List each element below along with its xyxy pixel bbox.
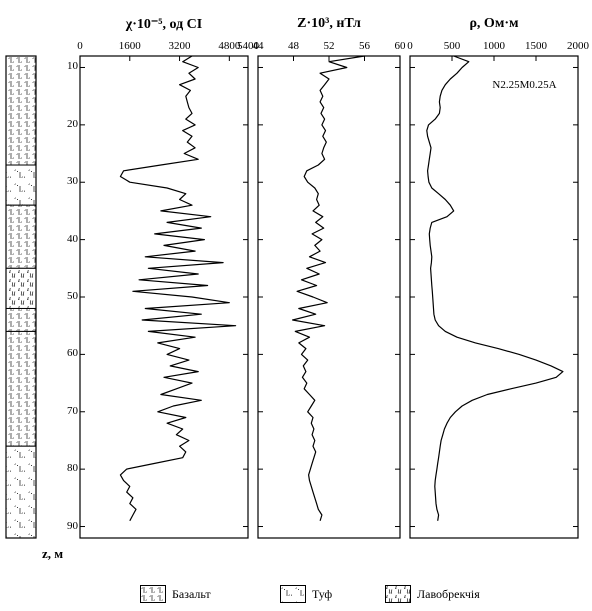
sonde-annotation: N2.25M0.25A xyxy=(492,79,556,91)
log-curve-z xyxy=(293,56,365,521)
x-tick-label: 52 xyxy=(311,40,347,52)
panel-title-rho: ρ, Ом·м xyxy=(439,16,549,32)
litho-layer xyxy=(6,331,36,446)
panel-chi xyxy=(80,56,248,538)
panel-title-chi: χ·10⁻⁵, од СІ xyxy=(109,16,219,33)
log-curve-rho xyxy=(427,56,563,521)
legend-swatch-basalt xyxy=(140,585,166,603)
legend-item: Базальт xyxy=(140,585,211,603)
legend-item: Лавобрекчія xyxy=(385,585,480,603)
x-tick-label: 0 xyxy=(392,40,428,52)
panel-z xyxy=(258,56,400,538)
x-tick-label: 1600 xyxy=(112,40,148,52)
depth-tick-label: 50 xyxy=(56,290,78,302)
legend-label: Туф xyxy=(312,587,332,602)
litho-layer xyxy=(6,205,36,268)
litho-column xyxy=(6,56,36,538)
litho-layer xyxy=(6,165,36,205)
x-tick-label: 500 xyxy=(434,40,470,52)
depth-tick-label: 40 xyxy=(56,233,78,245)
litho-layer xyxy=(6,56,36,165)
depth-tick-label: 90 xyxy=(56,520,78,532)
depth-tick-label: 30 xyxy=(56,175,78,187)
x-tick-label: 3200 xyxy=(162,40,198,52)
x-tick-label: 1500 xyxy=(518,40,554,52)
x-tick-label: 56 xyxy=(347,40,383,52)
x-tick-label: 44 xyxy=(240,40,276,52)
depth-tick-label: 20 xyxy=(56,118,78,130)
x-tick-label: 1000 xyxy=(476,40,512,52)
depth-tick-label: 10 xyxy=(56,60,78,72)
legend-swatch-lavobreccia xyxy=(385,585,411,603)
x-tick-label: 2000 xyxy=(560,40,592,52)
legend-item: Туф xyxy=(280,585,332,603)
litho-layer xyxy=(6,308,36,331)
depth-tick-label: 80 xyxy=(56,462,78,474)
panel-rho xyxy=(410,56,578,538)
litho-layer xyxy=(6,268,36,308)
depth-tick-label: 60 xyxy=(56,347,78,359)
legend-swatch-tuff xyxy=(280,585,306,603)
x-tick-label: 48 xyxy=(276,40,312,52)
depth-tick-label: 70 xyxy=(56,405,78,417)
figure-svg: LLLLuu xyxy=(0,0,592,611)
legend-label: Лавобрекчія xyxy=(417,587,480,602)
legend-label: Базальт xyxy=(172,587,211,602)
x-tick-label: 0 xyxy=(62,40,98,52)
figure-root: LLLLuu 10 20 30 40 50 60 70 80 90 z, м 0 1600 3200 48… xyxy=(0,0,592,611)
log-curve-chi xyxy=(120,56,235,521)
litho-layer xyxy=(6,446,36,538)
depth-axis-label: z, м xyxy=(42,546,63,562)
panel-title-z: Z·10³, нТл xyxy=(274,16,384,32)
